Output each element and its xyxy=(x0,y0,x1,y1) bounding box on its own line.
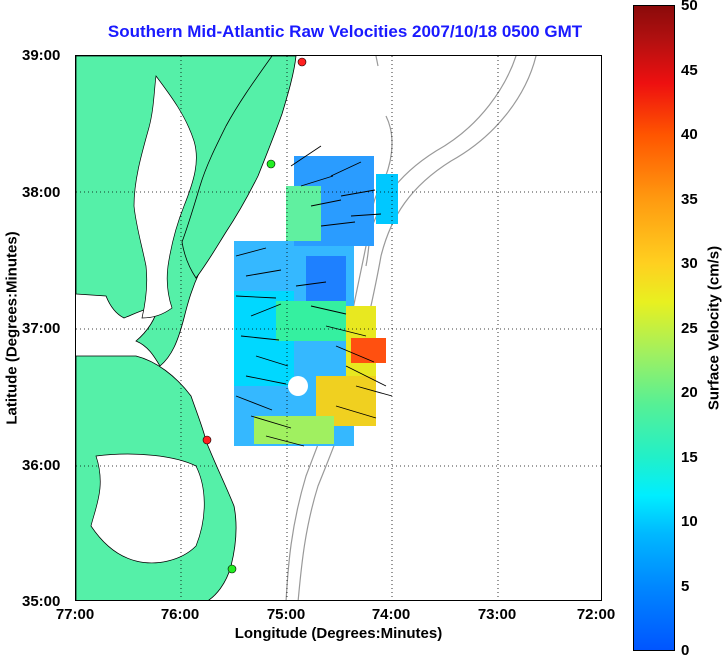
x-tick-label: 72:00 xyxy=(576,606,616,623)
x-tick-label: 73:00 xyxy=(477,606,517,623)
sound-water xyxy=(90,453,205,564)
y-tick-label: 37:00 xyxy=(22,320,61,337)
colorbar-tick: 10 xyxy=(681,513,698,530)
y-tick-label: 35:00 xyxy=(22,593,61,610)
chart-title: Southern Mid-Atlantic Raw Velocities 200… xyxy=(107,22,583,41)
colorbar-tick: 50 xyxy=(681,0,698,14)
x-tick-label: 75:00 xyxy=(266,606,306,623)
velocity-field xyxy=(234,156,398,446)
y-tick-label: 38:00 xyxy=(22,184,61,201)
colorbar-tick: 20 xyxy=(681,384,698,401)
site-green-north-marker[interactable] xyxy=(266,159,276,169)
land-mass-delmarva xyxy=(181,56,297,279)
colorbar xyxy=(633,5,675,651)
colorbar-tick: 25 xyxy=(681,320,698,337)
velocity-arrows xyxy=(235,145,393,447)
y-axis-label: Latitude (Degrees:Minutes) xyxy=(3,231,21,425)
x-axis-label: Longitude (Degrees:Minutes) xyxy=(234,625,443,642)
colorbar-label: Surface Velocity (cm/s) xyxy=(705,245,723,411)
y-tick-label: 36:00 xyxy=(22,457,61,474)
x-tick-label: 74:00 xyxy=(371,606,411,623)
colorbar-tick: 0 xyxy=(681,642,690,659)
colorbar-tick: 40 xyxy=(681,126,698,143)
grid-lines xyxy=(76,56,601,600)
colorbar-tick: 45 xyxy=(681,62,698,79)
colorbar-tick: 30 xyxy=(681,255,698,272)
y-tick-label: 39:00 xyxy=(22,47,61,64)
x-tick-label: 76:00 xyxy=(160,606,200,623)
colorbar-tick: 15 xyxy=(681,449,698,466)
colorbar-tick: 35 xyxy=(681,191,698,208)
x-tick-label: 77:00 xyxy=(55,606,95,623)
colorbar-tick: 5 xyxy=(681,578,690,595)
site-red-south-marker[interactable] xyxy=(202,435,212,445)
map-canvas xyxy=(76,56,601,600)
map-panel[interactable] xyxy=(75,55,602,601)
site-red-north-marker[interactable] xyxy=(297,57,307,67)
site-green-south-marker[interactable] xyxy=(227,564,237,574)
